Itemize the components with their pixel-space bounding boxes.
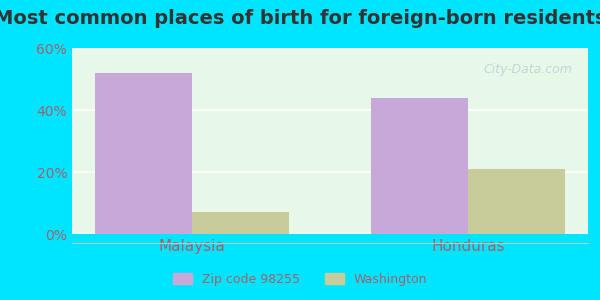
Text: Most common places of birth for foreign-born residents: Most common places of birth for foreign-… bbox=[0, 9, 600, 28]
Legend: Zip code 98255, Washington: Zip code 98255, Washington bbox=[168, 268, 432, 291]
Text: City-Data.com: City-Data.com bbox=[484, 63, 572, 76]
Bar bbox=[95, 73, 192, 234]
Bar bbox=[468, 169, 565, 234]
Bar bbox=[192, 212, 289, 234]
Bar bbox=[371, 98, 468, 234]
